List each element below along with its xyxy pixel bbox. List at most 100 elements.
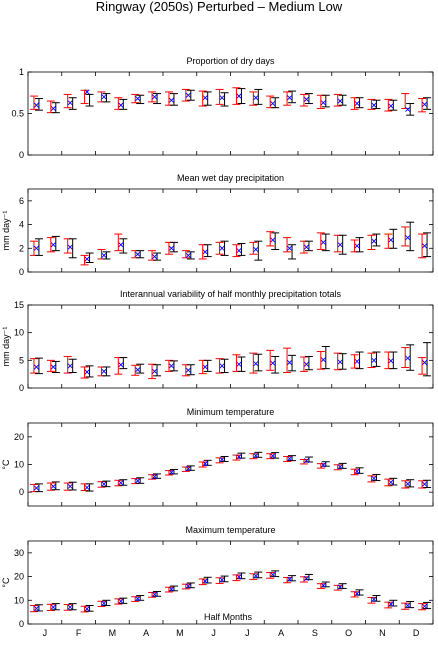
- data-point: [405, 602, 411, 609]
- data-point: [303, 96, 309, 102]
- data-point: [320, 239, 326, 245]
- data-point: [236, 574, 242, 580]
- data-point: [168, 469, 174, 475]
- data-point: [287, 360, 293, 366]
- data-point: [152, 474, 158, 480]
- data-point: [135, 596, 141, 602]
- panel-title: Mean wet day precipitation: [177, 173, 284, 183]
- data-point: [270, 572, 276, 578]
- x-tick-label: S: [312, 628, 318, 638]
- marker-series-3: [33, 453, 428, 491]
- data-point: [405, 355, 411, 361]
- data-point: [84, 606, 90, 612]
- data-point: [236, 93, 242, 99]
- x-tick-label: O: [345, 628, 352, 638]
- data-point: [422, 101, 428, 107]
- y-tick-label: 30: [14, 548, 24, 558]
- data-point: [303, 244, 309, 250]
- data-point: [118, 362, 124, 368]
- data-point: [337, 584, 343, 590]
- data-point: [405, 481, 411, 487]
- data-point: [84, 256, 90, 262]
- data-point: [371, 475, 377, 481]
- data-point: [337, 98, 343, 104]
- data-point: [303, 458, 309, 464]
- data-point: [67, 363, 73, 369]
- data-point: [185, 466, 191, 472]
- data-point: [118, 242, 124, 248]
- data-point: [202, 364, 208, 370]
- y-tick-label: 0.5: [11, 109, 24, 119]
- marker-series-3: [33, 572, 428, 612]
- data-point: [67, 100, 73, 106]
- y-axis-label: °C: [1, 459, 11, 470]
- data-point: [84, 369, 90, 375]
- x-tick-label: D: [413, 628, 420, 638]
- data-point: [135, 251, 141, 257]
- data-point: [118, 598, 124, 604]
- panel-title: Proportion of dry days: [186, 56, 275, 66]
- data-point: [50, 483, 56, 489]
- data-point: [371, 357, 377, 363]
- data-point: [50, 364, 56, 370]
- data-point: [50, 242, 56, 248]
- data-point: [33, 364, 39, 370]
- x-tick-label: J: [245, 628, 250, 638]
- data-point: [33, 605, 39, 611]
- data-point: [388, 237, 394, 243]
- data-point: [270, 237, 276, 243]
- data-point: [253, 246, 259, 252]
- data-point: [320, 462, 326, 468]
- data-point: [337, 464, 343, 470]
- errorbar-series-2: [34, 451, 432, 493]
- data-point: [50, 604, 56, 610]
- y-axis-label: mm day⁻¹: [1, 327, 11, 367]
- panel-title: Interannual variability of half monthly …: [120, 289, 342, 299]
- data-point: [354, 243, 360, 249]
- data-point: [185, 367, 191, 373]
- y-tick-label: 20: [14, 572, 24, 582]
- data-point: [202, 461, 208, 467]
- data-point: [84, 89, 90, 95]
- data-point: [168, 97, 174, 103]
- panel-1: Proportion of dry days 0 0.5 1: [11, 56, 434, 160]
- y-tick-label: 5: [19, 355, 24, 365]
- data-point: [101, 252, 107, 258]
- data-point: [405, 235, 411, 241]
- data-point: [168, 245, 174, 251]
- data-point: [388, 103, 394, 109]
- y-axis-label: °C: [1, 577, 11, 588]
- x-tick-label: J: [43, 628, 48, 638]
- panel-4: Minimum temperature 0 10 20 °C: [1, 407, 434, 507]
- data-point: [219, 95, 225, 101]
- data-point: [303, 361, 309, 367]
- data-point: [371, 596, 377, 602]
- data-point: [67, 604, 73, 610]
- errorbar-series-2: [34, 570, 432, 612]
- x-tick-label: N: [379, 628, 386, 638]
- data-point: [253, 573, 259, 579]
- data-point: [135, 367, 141, 373]
- data-point: [84, 484, 90, 490]
- errorbar-series-2: [34, 342, 432, 378]
- x-tick-label: A: [278, 628, 284, 638]
- panel-3: Interannual variability of half monthly …: [1, 289, 434, 393]
- data-point: [118, 480, 124, 486]
- data-point: [337, 359, 343, 365]
- data-point: [303, 575, 309, 581]
- x-tick-label: J: [211, 628, 216, 638]
- data-point: [371, 238, 377, 244]
- data-point: [202, 578, 208, 584]
- data-point: [67, 244, 73, 250]
- data-point: [50, 106, 56, 112]
- data-point: [422, 603, 428, 609]
- errorbar-series-2: [34, 221, 432, 264]
- data-point: [185, 92, 191, 98]
- errorbar-series-1: [29, 347, 427, 380]
- y-tick-label: 6: [19, 196, 24, 206]
- x-axis-label: Half Months: [204, 612, 253, 622]
- data-point: [320, 357, 326, 363]
- data-point: [185, 252, 191, 258]
- data-point: [101, 481, 107, 487]
